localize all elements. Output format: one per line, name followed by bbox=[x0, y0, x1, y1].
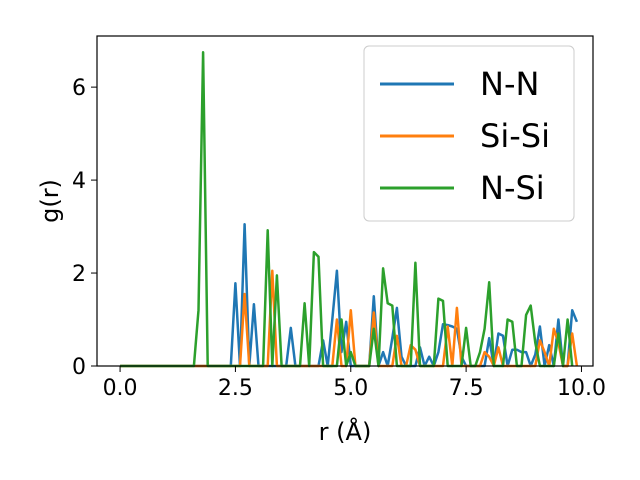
legend-label-n-n: N-N bbox=[480, 65, 539, 103]
x-tick-label: 2.5 bbox=[218, 376, 253, 401]
y-axis-label: g(r) bbox=[36, 179, 64, 223]
y-tick-label: 2 bbox=[72, 262, 86, 287]
y-tick-label: 6 bbox=[72, 76, 86, 101]
plot-frame bbox=[96, 35, 594, 367]
legend-label-n-si: N-Si bbox=[480, 169, 545, 207]
x-tick-label: 0.0 bbox=[103, 376, 138, 401]
legend-frame bbox=[363, 45, 575, 222]
legend: N-N Si-Si N-Si bbox=[363, 45, 575, 222]
legend-label-si-si: Si-Si bbox=[480, 117, 550, 155]
y-axis-ticks: 0 2 4 6 bbox=[72, 76, 97, 380]
x-axis-label: r (Å) bbox=[319, 417, 372, 446]
y-tick-label: 0 bbox=[72, 355, 86, 380]
x-tick-label: 5.0 bbox=[333, 376, 368, 401]
x-tick-label: 7.5 bbox=[449, 376, 484, 401]
x-axis-ticks: 0.0 2.5 5.0 7.5 10.0 bbox=[103, 366, 606, 401]
y-tick-label: 4 bbox=[72, 169, 86, 194]
x-tick-label: 10.0 bbox=[557, 376, 606, 401]
